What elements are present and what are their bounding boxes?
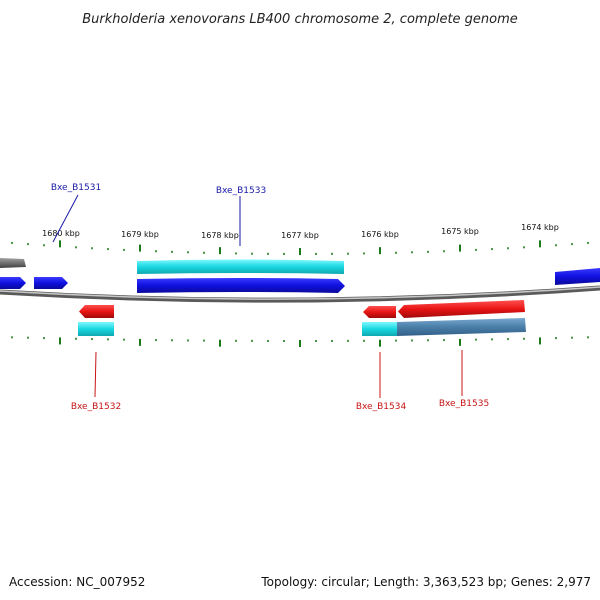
scale-ticks-bottom [11, 336, 589, 347]
gene-Bxe_B1533[interactable] [137, 259, 345, 294]
scale-label-1675: 1675 kbp [441, 227, 479, 236]
neighbor-gene-left-blue-2 [34, 277, 68, 289]
accession-text: Accession: NC_007952 [9, 575, 145, 589]
gene-Bxe_B1534[interactable] [362, 306, 397, 336]
scale-label-1678: 1678 kbp [201, 231, 239, 240]
gene-Bxe_B1532-arrow [79, 305, 114, 318]
neighbor-gene-gray [0, 258, 26, 268]
chromosome-backbone [0, 285, 600, 303]
scale-labels: 1680 kbp 1679 kbp 1678 kbp 1677 kbp 1676… [42, 223, 559, 240]
label-Bxe_B1532[interactable]: Bxe_B1532 [71, 402, 121, 412]
gene-Bxe_B1533-cds [137, 259, 344, 274]
gene-Bxe_B1535-arrow [398, 300, 525, 318]
gene-Bxe_B1534-cds [362, 322, 397, 336]
gene-Bxe_B1535[interactable] [397, 300, 526, 336]
genome-summary-text: Topology: circular; Length: 3,363,523 bp… [260, 575, 591, 589]
gene-Bxe_B1535-cds [397, 318, 526, 336]
gene-Bxe_B1532[interactable] [78, 305, 114, 336]
neighbor-gene-right-blue [555, 268, 600, 285]
scale-ticks-top [11, 240, 589, 255]
scale-label-1677: 1677 kbp [281, 231, 319, 240]
neighbor-gene-left-blue [0, 277, 26, 289]
scale-label-1676: 1676 kbp [361, 230, 399, 239]
scale-label-1674: 1674 kbp [521, 223, 559, 232]
label-Bxe_B1531[interactable]: Bxe_B1531 [51, 183, 101, 193]
gene-labels: Bxe_B1531 Bxe_B1533 Bxe_B1532 Bxe_B1534 … [51, 183, 489, 412]
label-Bxe_B1535[interactable]: Bxe_B1535 [439, 399, 489, 409]
scale-label-1679: 1679 kbp [121, 230, 159, 239]
gene-Bxe_B1533-arrow [137, 278, 345, 293]
label-Bxe_B1534[interactable]: Bxe_B1534 [356, 402, 407, 412]
label-leaders [52, 194, 463, 398]
leader-Bxe_B1532 [94, 351, 97, 398]
neighbor-features [0, 258, 600, 289]
gene-Bxe_B1532-cds [78, 322, 114, 336]
page-title: Burkholderia xenovorans LB400 chromosome… [82, 12, 518, 27]
label-Bxe_B1533[interactable]: Bxe_B1533 [216, 186, 266, 196]
leader-Bxe_B1531 [52, 194, 79, 243]
scale-label-1680: 1680 kbp [42, 229, 80, 238]
gene-Bxe_B1534-arrow [363, 306, 396, 318]
